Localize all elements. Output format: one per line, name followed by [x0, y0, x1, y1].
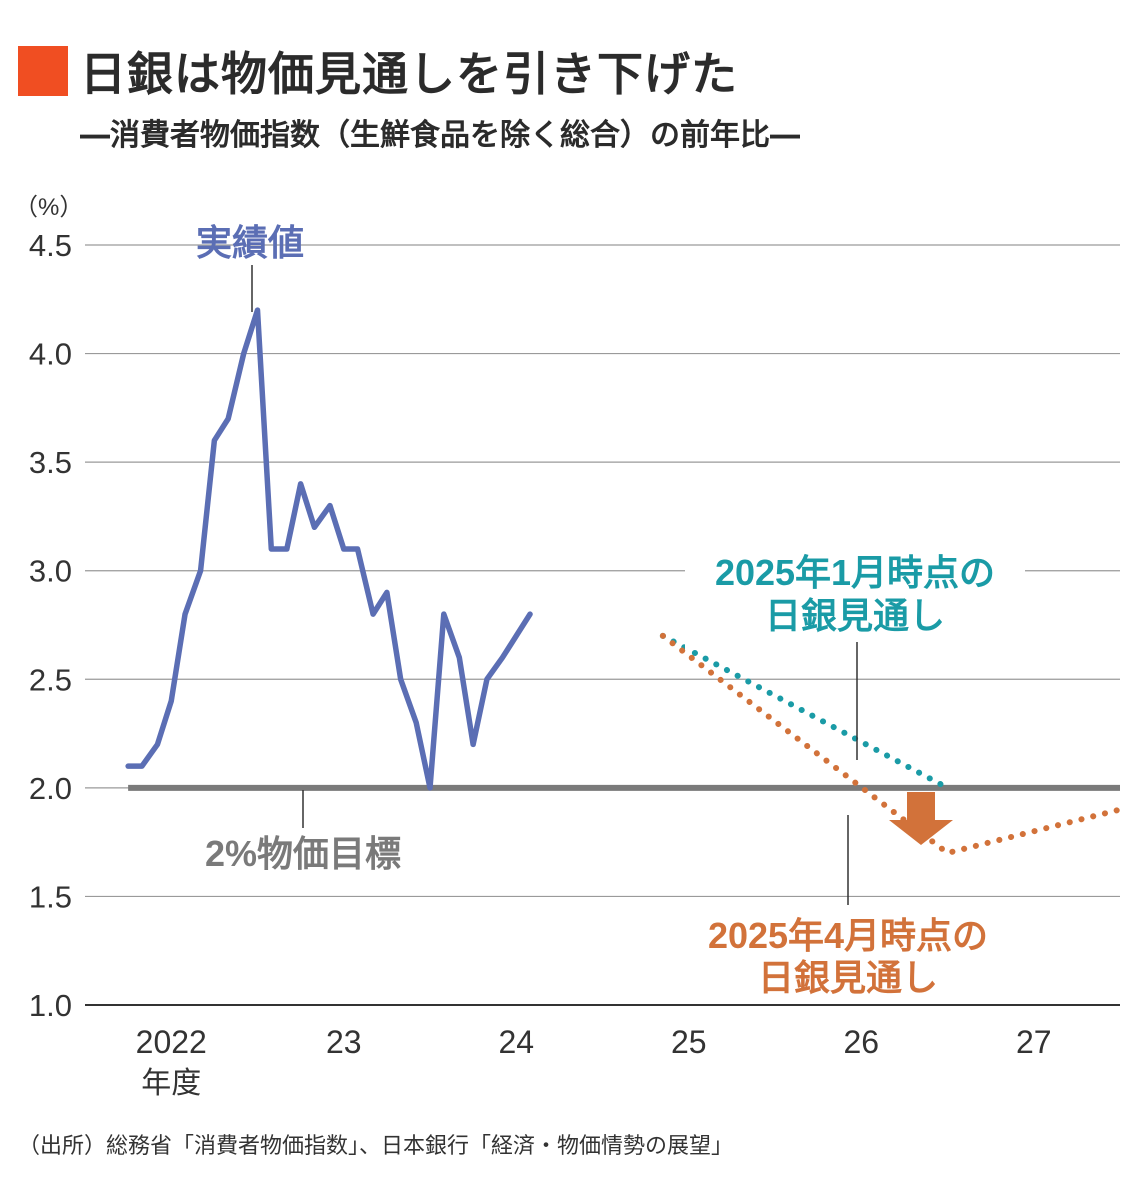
page-subtitle: ―消費者物価指数（生鮮食品を除く総合）の前年比― [80, 118, 800, 153]
x-tick-label-23: 23 [326, 1024, 362, 1060]
actual-line [125, 307, 533, 791]
forecast-apr-label-line1: 2025年4月時点の [708, 915, 988, 956]
forecast-jan-label-bg [685, 540, 1025, 650]
actual-series-label: 実績値 [196, 222, 304, 263]
title-row: 日銀は物価見通しを引き下げた [18, 38, 738, 104]
y-tick-label-1.5: 1.5 [29, 879, 72, 914]
forecast-apr-line [659, 632, 1123, 857]
forecast-apr-label-line2: 日銀見通し [758, 957, 938, 998]
y-tick-label-4.0: 4.0 [29, 337, 72, 372]
forecast-jan-label-line2: 日銀見通し [765, 595, 945, 636]
title-block: 日銀は物価見通しを引き下げた [18, 38, 738, 104]
target-series-label: 2%物価目標 [205, 833, 401, 874]
x-tick-label-2022: 2022 [136, 1024, 207, 1060]
page-title: 日銀は物価見通しを引き下げた [80, 47, 738, 101]
y-tick-label-3.0: 3.0 [29, 554, 72, 589]
x-tick-label-24: 24 [498, 1024, 534, 1060]
x-tick-label-27: 27 [1016, 1024, 1052, 1060]
down-arrow-icon [889, 792, 953, 845]
y-tick-label-1.0: 1.0 [29, 988, 72, 1023]
forecast-jan-label-line1: 2025年1月時点の [715, 552, 995, 593]
x-tick-label-26: 26 [843, 1024, 879, 1060]
source-note: （出所）総務省「消費者物価指数」、日本銀行「経済・物価情勢の展望」 [18, 1134, 734, 1159]
y-tick-label-3.5: 3.5 [29, 445, 72, 480]
title-marker-icon [18, 46, 68, 96]
forecast-jan-line [659, 632, 951, 791]
y-unit-label: （%） [14, 194, 83, 221]
x-tick-label-25: 25 [671, 1024, 707, 1060]
x-unit-label: 年度 [141, 1067, 201, 1100]
y-tick-label-2.0: 2.0 [29, 771, 72, 806]
cpi-chart: （%） 1.0 1.5 2.0 2.5 3.0 3.5 4.0 4.5 2022 23 24 25 26 2… [14, 194, 1123, 1100]
y-tick-label-4.5: 4.5 [29, 228, 72, 263]
y-tick-label-2.5: 2.5 [29, 662, 72, 697]
